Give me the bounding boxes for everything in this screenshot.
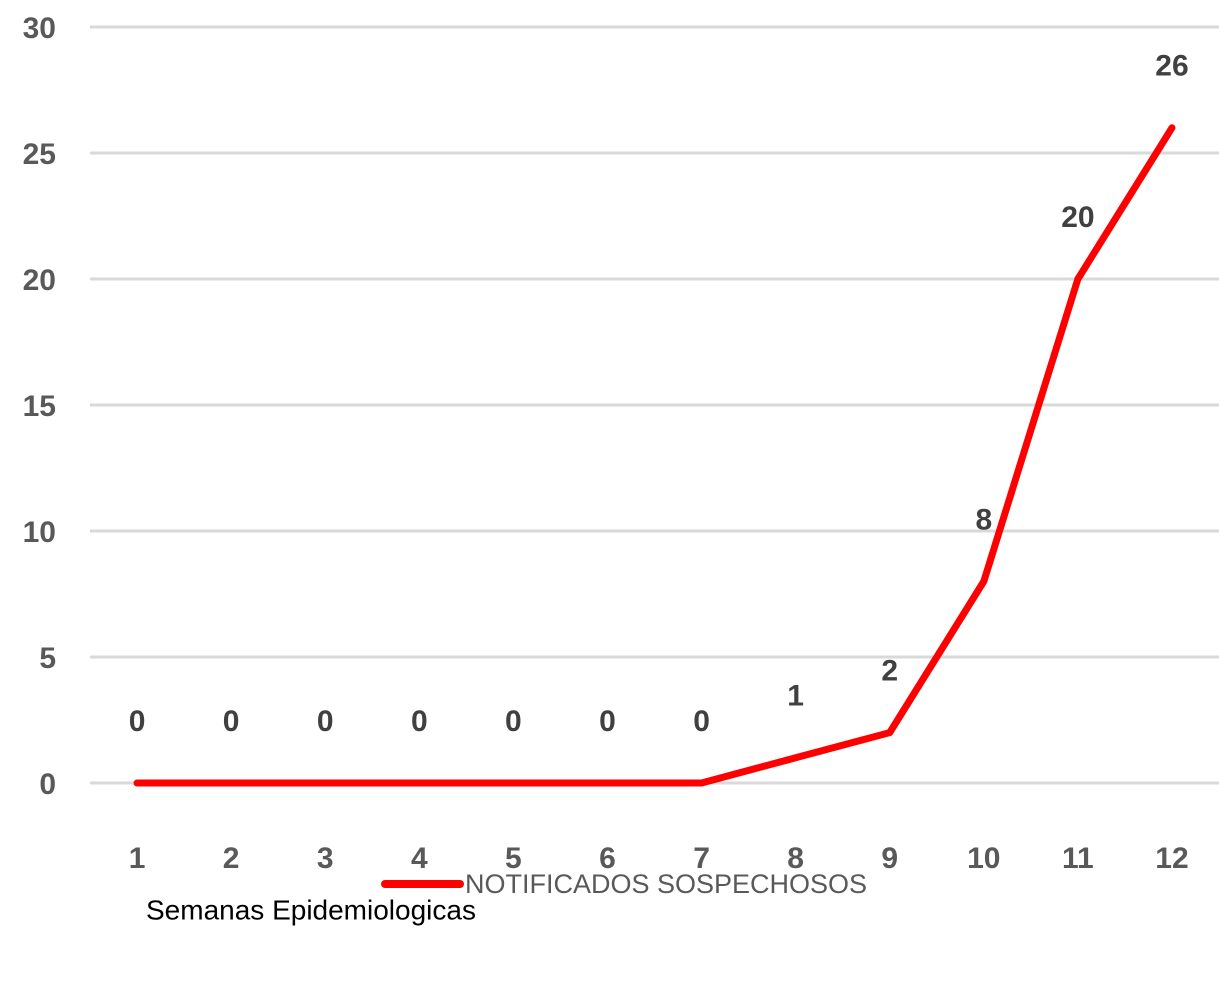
y-tick-label: 25 (23, 138, 56, 171)
x-tick-label: 5 (505, 842, 522, 875)
y-tick-label: 15 (23, 390, 56, 423)
x-tick-label: 7 (693, 842, 710, 875)
x-tick-label: 6 (599, 842, 616, 875)
y-tick-label: 10 (23, 516, 56, 549)
data-label: 0 (693, 705, 710, 738)
x-tick-label: 4 (411, 842, 428, 875)
y-tick-label: 20 (23, 264, 56, 297)
y-tick-label: 5 (39, 642, 56, 675)
y-tick-label: 0 (39, 768, 56, 801)
data-label: 26 (1155, 50, 1188, 83)
data-label: 0 (411, 705, 428, 738)
x-tick-label: 8 (787, 842, 804, 875)
data-label: 0 (223, 705, 240, 738)
x-tick-label: 1 (129, 842, 146, 875)
x-tick-label: 11 (1062, 842, 1094, 875)
x-tick-label: 10 (967, 842, 1000, 875)
x-tick-label: 9 (881, 842, 898, 875)
data-label: 0 (599, 705, 616, 738)
x-tick-label: 3 (317, 842, 334, 875)
data-label: 8 (975, 503, 992, 536)
data-label: 0 (129, 705, 146, 738)
x-tick-label: 12 (1155, 842, 1188, 875)
legend-label: NOTIFICADOS SOSPECHOSOS (465, 869, 867, 899)
x-axis-label: Semanas Epidemiologicas (146, 894, 476, 925)
x-tick-label: 2 (223, 842, 240, 875)
y-tick-label: 30 (23, 12, 56, 45)
data-label: 0 (317, 705, 334, 738)
data-label: 1 (787, 680, 804, 713)
data-label: 2 (881, 655, 898, 688)
series-line (133, 124, 1176, 787)
data-label: 0 (505, 705, 522, 738)
data-label: 20 (1061, 201, 1094, 234)
